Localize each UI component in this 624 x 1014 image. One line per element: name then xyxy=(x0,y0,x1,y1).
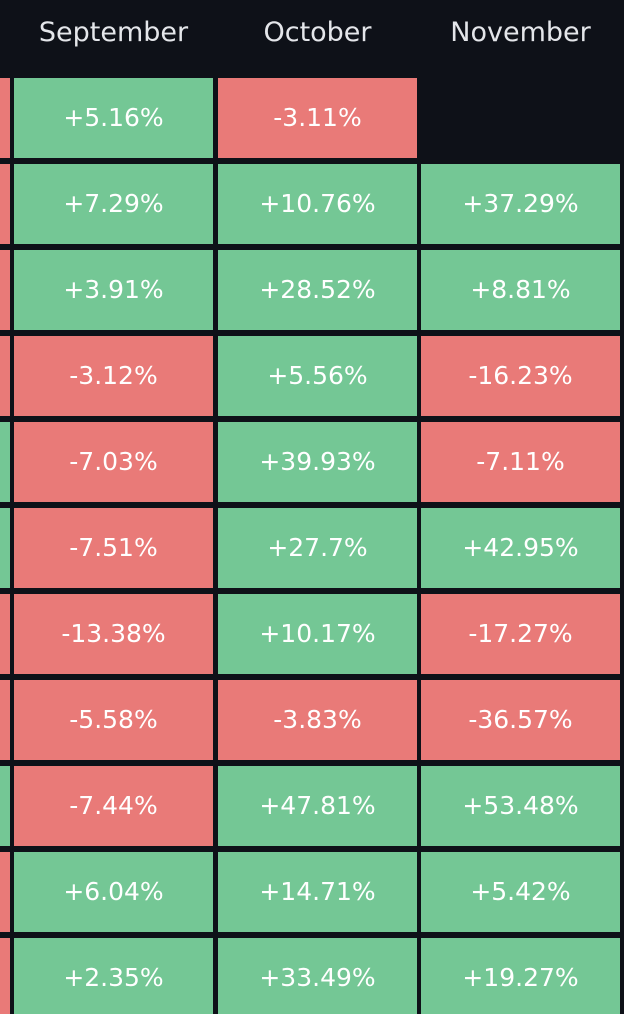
return-cell: -13.38% xyxy=(14,594,213,674)
return-cell: +42.95% xyxy=(421,508,620,588)
partial-cell xyxy=(0,336,10,416)
return-cell: +10.76% xyxy=(218,164,417,244)
partial-cell xyxy=(0,852,10,932)
column-header: September xyxy=(38,17,189,48)
return-cell: -3.12% xyxy=(14,336,213,416)
partial-cell xyxy=(0,680,10,760)
return-cell: +5.16% xyxy=(14,78,213,158)
return-cell: -7.03% xyxy=(14,422,213,502)
return-cell: +6.04% xyxy=(14,852,213,932)
return-cell: -7.51% xyxy=(14,508,213,588)
return-cell: +28.52% xyxy=(218,250,417,330)
return-cell: -3.83% xyxy=(218,680,417,760)
return-cell: +2.35% xyxy=(14,938,213,1014)
return-cell: +27.7% xyxy=(218,508,417,588)
return-cell: +5.42% xyxy=(421,852,620,932)
return-cell: -3.11% xyxy=(218,78,417,158)
partial-cell xyxy=(0,938,10,1014)
partial-cell xyxy=(0,78,10,158)
return-cell: -7.11% xyxy=(421,422,620,502)
return-cell: +19.27% xyxy=(421,938,620,1014)
return-cell: -17.27% xyxy=(421,594,620,674)
return-cell: +3.91% xyxy=(14,250,213,330)
return-cell: +10.17% xyxy=(218,594,417,674)
return-cell: +8.81% xyxy=(421,250,620,330)
return-cell: +33.49% xyxy=(218,938,417,1014)
return-cell: -7.44% xyxy=(14,766,213,846)
partial-cell xyxy=(0,250,10,330)
partial-cell xyxy=(0,766,10,846)
return-cell: +7.29% xyxy=(14,164,213,244)
return-cell: +47.81% xyxy=(218,766,417,846)
return-cell: +37.29% xyxy=(421,164,620,244)
column-header: November xyxy=(450,17,591,48)
return-cell: +14.71% xyxy=(218,852,417,932)
return-cell: -5.58% xyxy=(14,680,213,760)
return-cell: +5.56% xyxy=(218,336,417,416)
column-header: October xyxy=(263,17,372,48)
partial-cell xyxy=(0,164,10,244)
partial-cell xyxy=(0,508,10,588)
return-cell: -36.57% xyxy=(421,680,620,760)
partial-cell xyxy=(0,594,10,674)
partial-cell xyxy=(0,422,10,502)
return-cell: +53.48% xyxy=(421,766,620,846)
return-cell: -16.23% xyxy=(421,336,620,416)
return-cell: +39.93% xyxy=(218,422,417,502)
